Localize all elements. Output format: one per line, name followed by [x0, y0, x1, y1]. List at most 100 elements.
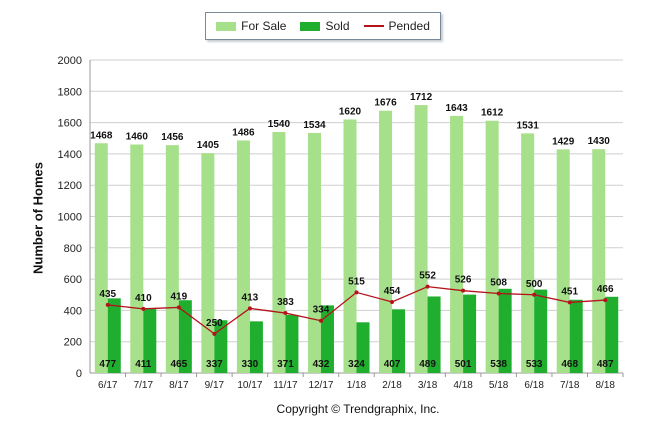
y-tick-label: 1200 [58, 180, 82, 192]
data-label-sold: 487 [597, 359, 614, 370]
bar-for-sale [592, 149, 606, 373]
bar-sold [356, 322, 370, 373]
data-label-for-sale: 1612 [481, 108, 504, 119]
bar-sold [214, 320, 228, 373]
bar-sold [285, 314, 299, 373]
x-tick-label: 3/18 [418, 380, 438, 391]
legend-label-pended: Pended [388, 19, 430, 33]
chart-legend: For Sale Sold Pended [205, 12, 441, 40]
y-tick-label: 800 [64, 243, 82, 255]
bar-sold [605, 296, 619, 373]
x-tick-label: 6/18 [524, 380, 544, 391]
data-label-for-sale: 1460 [126, 132, 149, 143]
data-label-sold: 477 [99, 359, 116, 370]
x-tick-label: 8/17 [169, 380, 189, 391]
point-pended [567, 300, 572, 305]
bar-sold [249, 321, 263, 373]
data-label-for-sale: 1486 [232, 127, 255, 138]
data-label-sold: 411 [135, 359, 152, 370]
data-label-sold: 330 [242, 359, 259, 370]
data-label-pended: 250 [206, 318, 223, 329]
bar-for-sale [94, 143, 108, 373]
data-label-sold: 324 [348, 359, 365, 370]
point-pended [496, 291, 501, 296]
data-label-pended: 508 [490, 277, 507, 288]
legend-swatch-sold [300, 21, 321, 31]
data-label-pended: 526 [455, 275, 472, 286]
data-label-for-sale: 1540 [268, 119, 291, 130]
legend-item-sold: Sold [300, 19, 350, 33]
legend-swatch-pended [363, 25, 384, 27]
bar-sold [178, 300, 192, 373]
data-label-sold: 533 [526, 359, 543, 370]
x-tick-label: 11/17 [273, 380, 298, 391]
bar-for-sale [307, 132, 321, 373]
data-label-for-sale: 1468 [90, 130, 113, 141]
data-label-pended: 435 [99, 289, 116, 300]
bar-sold [463, 294, 477, 373]
data-label-for-sale: 1676 [374, 98, 397, 109]
bar-for-sale [236, 140, 250, 373]
data-label-for-sale: 1712 [410, 92, 433, 103]
x-tick-label: 9/17 [205, 380, 225, 391]
data-label-for-sale: 1620 [339, 106, 362, 117]
data-label-pended: 515 [348, 276, 365, 287]
data-label-for-sale: 1534 [303, 120, 326, 131]
x-tick-label: 5/18 [489, 380, 509, 391]
bar-for-sale [521, 133, 535, 373]
bar-sold [427, 296, 441, 373]
point-pended [141, 306, 146, 311]
data-label-for-sale: 1456 [161, 132, 184, 143]
legend-label-for-sale: For Sale [241, 19, 287, 33]
data-label-sold: 371 [277, 359, 294, 370]
data-label-for-sale: 1430 [588, 136, 611, 147]
y-tick-label: 2000 [58, 55, 82, 67]
data-label-pended: 451 [561, 286, 578, 297]
data-label-pended: 466 [597, 284, 614, 295]
x-tick-label: 7/18 [560, 380, 580, 391]
y-tick-label: 1000 [58, 212, 82, 224]
y-axis-label: Number of Homes [30, 162, 46, 274]
data-label-for-sale: 1643 [445, 103, 468, 114]
point-pended [425, 284, 430, 289]
point-pended [247, 306, 252, 311]
data-label-sold: 337 [206, 359, 223, 370]
point-pended [354, 290, 359, 295]
legend-swatch-for-sale [216, 21, 237, 31]
y-tick-label: 1800 [58, 86, 82, 98]
data-label-pended: 410 [135, 293, 152, 304]
data-label-pended: 334 [313, 305, 330, 316]
y-tick-label: 0 [76, 368, 82, 380]
point-pended [390, 299, 395, 304]
bar-sold [392, 309, 406, 373]
data-label-for-sale: 1531 [517, 120, 540, 131]
legend-item-for-sale: For Sale [216, 19, 286, 33]
data-label-sold: 432 [313, 359, 330, 370]
bar-sold [498, 288, 512, 373]
x-tick-label: 6/17 [98, 380, 118, 391]
bar-for-sale [414, 105, 428, 374]
bar-for-sale [165, 145, 179, 373]
bar-for-sale [130, 144, 144, 373]
legend-item-pended: Pended [363, 19, 430, 33]
data-label-sold: 501 [455, 359, 472, 370]
point-pended [283, 311, 288, 316]
bar-for-sale [201, 153, 215, 373]
point-pended [603, 298, 608, 303]
x-tick-label: 2/18 [382, 380, 402, 391]
data-label-sold: 538 [490, 359, 507, 370]
bar-sold [569, 299, 583, 373]
y-tick-label: 1400 [58, 149, 82, 161]
x-tick-label: 7/17 [134, 380, 154, 391]
y-tick-label: 400 [64, 305, 82, 317]
bar-sold [320, 305, 334, 373]
bar-sold [107, 298, 121, 373]
data-label-for-sale: 1405 [197, 140, 220, 151]
bar-for-sale [343, 119, 357, 373]
point-pended [105, 302, 110, 307]
y-tick-label: 1600 [58, 118, 82, 130]
x-tick-label: 8/18 [595, 380, 615, 391]
bar-for-sale [556, 149, 570, 373]
x-tick-label: 1/18 [347, 380, 367, 391]
